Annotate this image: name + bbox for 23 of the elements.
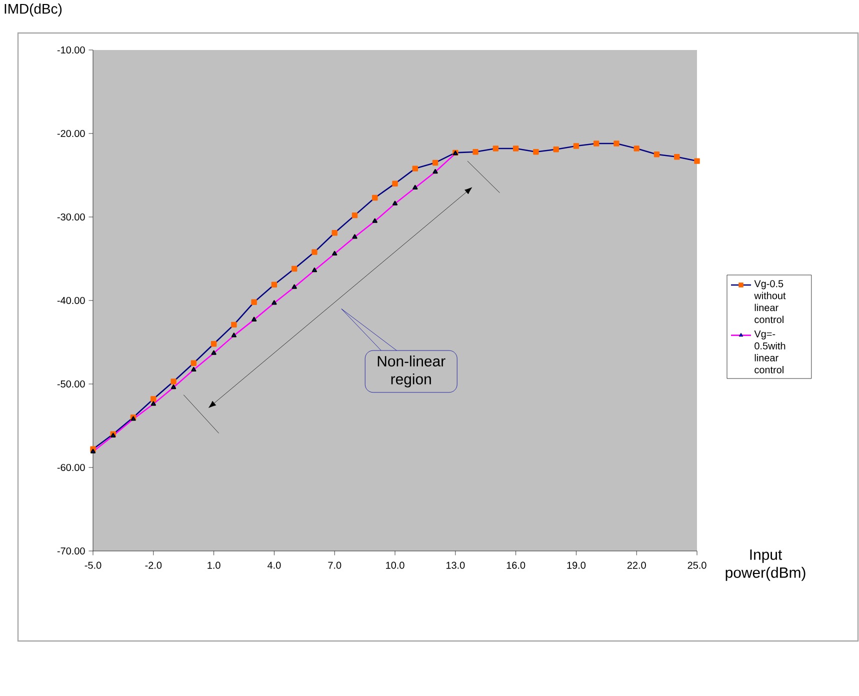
x-tick-label: 25.0 [688,562,706,569]
legend-label: Vg=-0.5with linear control [754,330,786,374]
x-tick-label: 16.0 [506,562,526,569]
x-tick-label: 22.0 [627,562,646,569]
legend-label: Vg-0.5 without linear control [754,280,786,324]
y-tick-label: -70.00 [57,547,85,555]
y-tick-label: -20.00 [57,130,85,138]
x-tick-label: 13.0 [446,562,465,569]
x-axis-title: Input power(dBm) [726,550,806,581]
y-tick-label: -60.00 [57,464,85,472]
x-tick-label: 19.0 [567,562,586,569]
y-tick-label: -40.00 [57,296,85,304]
y-tick-label: -10.00 [57,46,85,54]
y-tick-label: -50.00 [57,380,85,388]
x-tick-label: 1.0 [208,562,220,569]
annotation: Non-linear region [378,356,446,388]
x-tick-label: -5.0 [84,562,102,569]
x-tick-label: 7.0 [328,562,342,569]
x-tick-label: -2.0 [145,562,162,569]
y-tick-label: -30.00 [57,213,85,221]
x-tick-label: 4.0 [268,562,281,569]
x-tick-label: 10.0 [386,562,404,569]
y-axis-title: IMD(dBc) [4,4,62,17]
